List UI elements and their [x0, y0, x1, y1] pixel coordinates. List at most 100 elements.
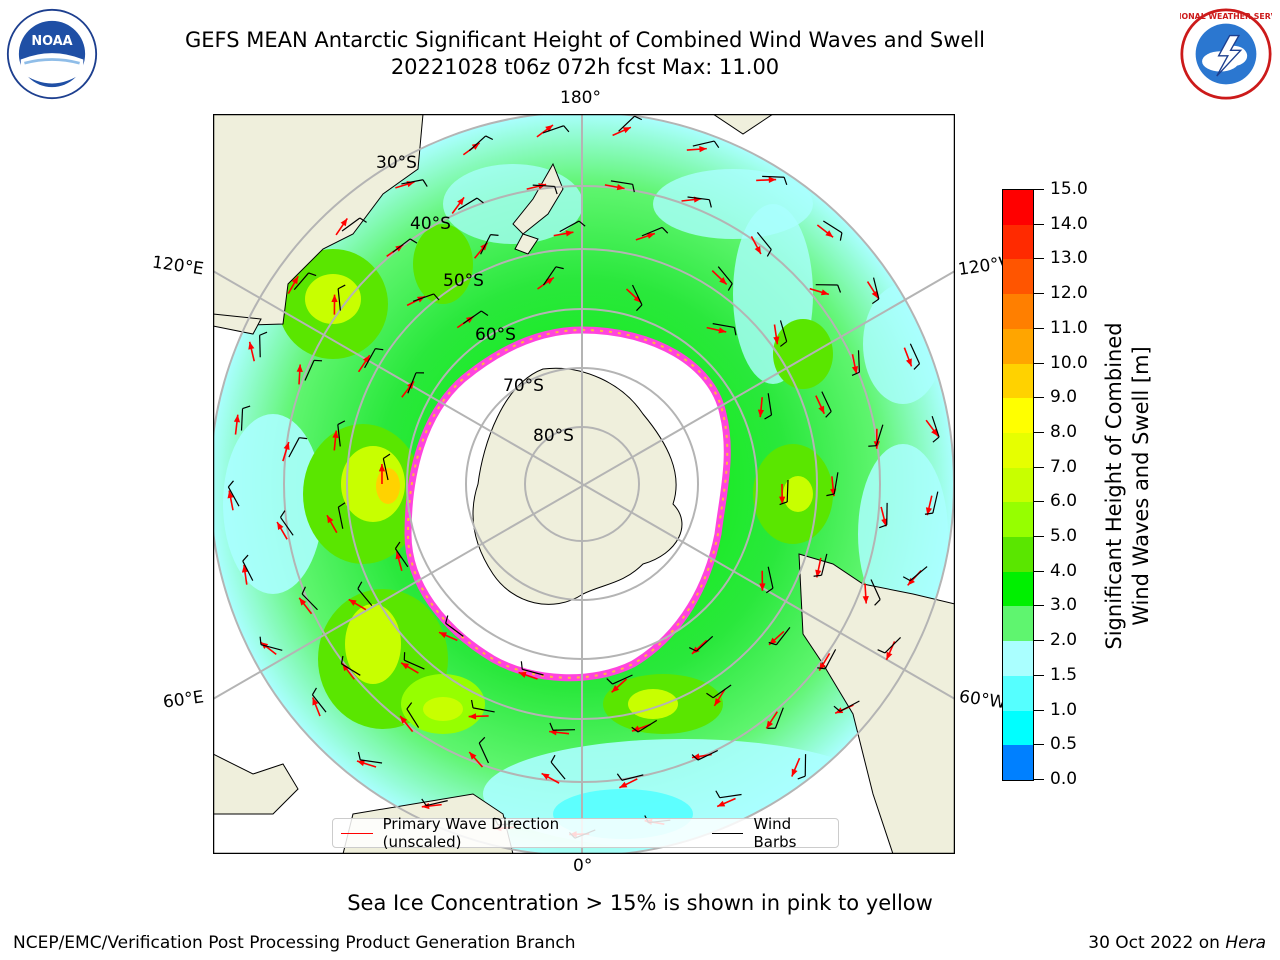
- wave-arrow-head: [327, 515, 334, 524]
- wind-barb-legend-line: [711, 832, 744, 834]
- colorbar-segment: [1003, 675, 1033, 712]
- wave-arrow-head: [886, 651, 893, 660]
- lat-label-70s: 70°S: [503, 376, 544, 396]
- colorbar-segment: [1003, 745, 1033, 781]
- wind-barb-flag: [713, 140, 720, 149]
- wind-barb: [756, 232, 772, 250]
- wind-barb: [762, 175, 785, 178]
- wind-barb: [637, 719, 658, 733]
- colorbar-tick: [1034, 536, 1044, 538]
- wind-barb: [401, 179, 424, 185]
- wind-barb: [457, 197, 478, 211]
- wind-barb-flag: [480, 310, 489, 316]
- lon-label-60e: 60°E: [161, 687, 206, 713]
- wind-barb: [304, 360, 315, 381]
- wind-barb-flag: [406, 702, 413, 710]
- wave-arrow-head: [340, 218, 348, 227]
- colorbar-tick-label: 1.0: [1050, 699, 1078, 720]
- wind-barb-flag: [632, 184, 635, 193]
- wind-barb-flag: [766, 249, 772, 257]
- wind-barb: [360, 759, 383, 764]
- colorbar-title-line2: Wind Waves and Swell [m]: [1129, 346, 1153, 626]
- map-legend: Primary Wave Direction (unscaled) Wind B…: [332, 815, 839, 851]
- wave-arrow-head: [378, 464, 386, 472]
- wave-arrow-head: [611, 685, 620, 693]
- wind-barb-flag: [837, 284, 842, 293]
- wave-arrow-head: [421, 802, 430, 810]
- wind-barb: [621, 774, 644, 781]
- wind-barb-flag: [779, 341, 788, 347]
- wave-arrow-head: [400, 715, 408, 724]
- colorbar-segment: [1003, 641, 1033, 677]
- wave-arrow-head: [754, 246, 761, 254]
- lon-label-120e: 120°E: [150, 252, 205, 280]
- footer-date: 30 Oct 2022 on Hera: [1088, 933, 1266, 953]
- wind-barb-flag: [375, 348, 384, 351]
- wind-barb: [875, 424, 884, 446]
- colorbar-segment: [1003, 606, 1033, 642]
- wind-barb: [288, 437, 300, 458]
- wave-arrow-head: [469, 751, 477, 760]
- wind-barb-flag: [421, 798, 427, 806]
- colorbar-tick: [1034, 327, 1044, 329]
- wave-arrow-head: [717, 800, 726, 807]
- wave-direction-legend-line: [341, 832, 373, 834]
- wind-barb: [553, 729, 576, 731]
- wind-barb-flag: [868, 445, 877, 447]
- wind-barb: [259, 335, 261, 358]
- lat-label-60s: 60°S: [475, 325, 516, 345]
- wind-barb-flag: [476, 197, 484, 204]
- wind-barb-flag: [338, 502, 346, 508]
- colorbar-tick: [1034, 570, 1044, 572]
- wind-barb: [820, 553, 828, 576]
- wind-barb: [550, 761, 566, 780]
- wind-barb-flag: [549, 722, 554, 731]
- wave-arrow-head: [541, 773, 550, 780]
- wind-barb-flag: [563, 125, 570, 133]
- nws-logo-text: NATIONAL WEATHER SERVICE: [1180, 12, 1272, 21]
- nws-logo-icon: NATIONAL WEATHER SERVICE: [1180, 8, 1272, 100]
- land-masses: [213, 114, 955, 854]
- wave-arrow-head: [348, 599, 357, 606]
- colorbar-tick-label: 13.0: [1050, 248, 1088, 269]
- colorbar-tick: [1034, 223, 1044, 225]
- colorbar-tick: [1034, 674, 1044, 676]
- wind-barb: [774, 707, 784, 729]
- wind-barb-flag: [490, 234, 499, 237]
- wind-barb: [468, 135, 487, 152]
- wave-arrow-head: [518, 671, 527, 678]
- wind-barb: [857, 350, 860, 373]
- wave-arrow-head: [468, 713, 477, 720]
- wind-barb-flag: [357, 581, 363, 590]
- colorbar-tick: [1034, 640, 1044, 642]
- wind-barb-flag: [606, 678, 613, 685]
- wind-barb: [821, 391, 832, 412]
- footer-branch: NCEP/EMC/Verification Post Processing Pr…: [13, 933, 576, 953]
- wind-barb-flag: [924, 512, 933, 515]
- colorbar-segment: [1003, 502, 1033, 538]
- wind-barb: [695, 635, 714, 652]
- wind-barb: [779, 320, 788, 342]
- lat-label-30s: 30°S: [376, 153, 417, 173]
- wave-arrow-head: [757, 409, 765, 418]
- wave-arrow-head: [283, 441, 290, 450]
- wind-barb-flag: [359, 217, 367, 223]
- wind-barb: [884, 637, 901, 654]
- colorbar-tick-label: 12.0: [1050, 283, 1088, 304]
- colorbar-tick: [1034, 744, 1044, 746]
- wind-barb-flag: [839, 232, 843, 241]
- wind-barb: [462, 310, 482, 325]
- wave-arrow-head: [291, 276, 299, 285]
- wave-arrow-head: [862, 595, 869, 604]
- wave-direction-legend-label: Primary Wave Direction (unscaled): [382, 815, 560, 851]
- wind-barb-flag: [554, 186, 558, 195]
- colorbar-tick: [1034, 258, 1044, 260]
- wave-arrow-head: [925, 507, 932, 516]
- wind-barb-flag: [394, 541, 401, 549]
- colorbar-tick-label: 3.0: [1050, 595, 1078, 616]
- chart-title-line2: 20221028 t06z 072h fcst Max: 11.00: [390, 55, 780, 79]
- wave-arrow-head: [332, 430, 339, 439]
- wind-barb: [394, 548, 409, 568]
- colorbar-tick-label: 2.0: [1050, 630, 1078, 651]
- sea-ice-note: Sea Ice Concentration > 15% is shown in …: [347, 891, 933, 915]
